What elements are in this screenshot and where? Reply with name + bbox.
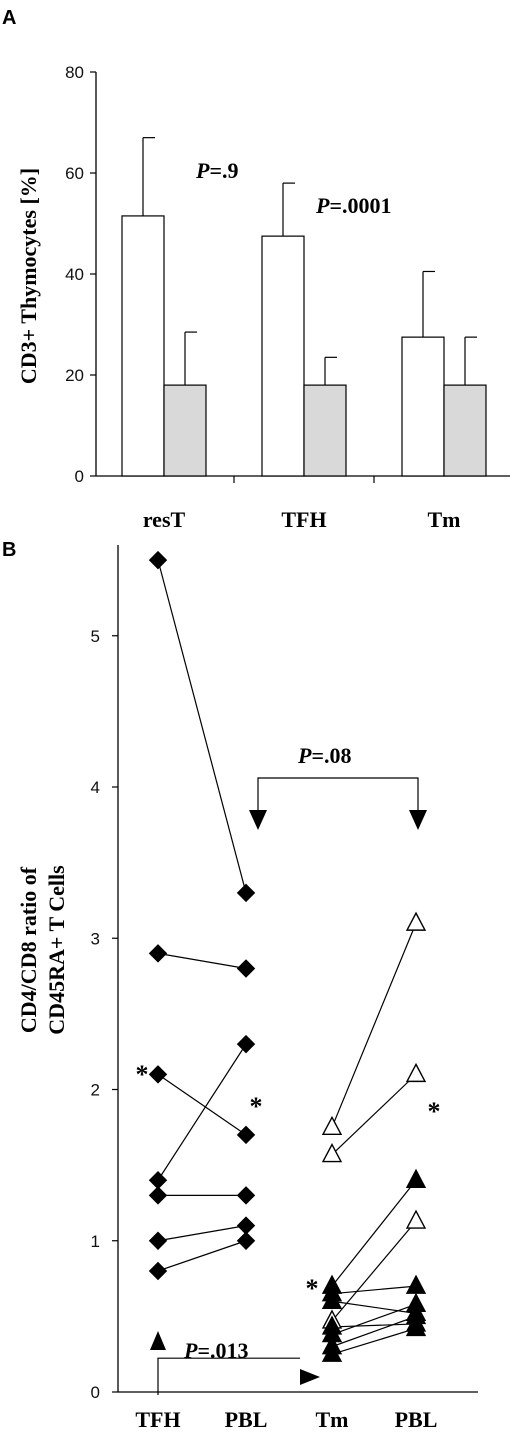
panel-a-x-tick-label: Tm: [428, 507, 461, 532]
filled-triangle-marker: [321, 1342, 343, 1362]
diamond-marker: [236, 1125, 256, 1145]
panel-b-y-tick-label: 5: [91, 627, 100, 646]
diamond-marker: [148, 944, 168, 963]
pair-line: [331, 1300, 417, 1314]
filled-triangle-marker: [321, 1289, 343, 1309]
pair-line: [157, 1073, 247, 1136]
pair-line: [331, 1179, 417, 1287]
panel-b-x-tick-label: Tm: [316, 1407, 349, 1432]
filled-triangle-marker: [405, 1168, 427, 1188]
asterisk: *: [428, 1097, 441, 1126]
panel-b-axes: 0 1 2 3 4 5 TFH PBL Tm PBL: [91, 545, 478, 1432]
panel-a-axes: 0 20 40 60 80 resT TFH Tm: [65, 63, 510, 532]
filled-triangle-marker: [405, 1316, 427, 1337]
panel-a-bar: [163, 384, 207, 477]
open-triangle-marker: [405, 1209, 427, 1229]
panel-b-x-tick-label: TFH: [135, 1407, 180, 1432]
panel-a-y-tick-label: 40: [65, 265, 84, 284]
panel-b-annotations: * * * * P=.08 P=.013: [136, 743, 441, 1395]
panel-b-y-tick-label: 4: [91, 778, 100, 797]
panel-label-a: A: [2, 7, 16, 29]
bracket-line-tfh-tm: [157, 1357, 300, 1395]
diamond-marker: [236, 959, 256, 978]
pair-line: [331, 1327, 417, 1355]
panel-b-y-tick-label: 3: [91, 929, 100, 948]
asterisk: *: [250, 1092, 263, 1121]
panel-b-chart: CD4/CD8 ratio of CD45RA+ T Cells 0 1 2 3 4 5 T…: [16, 545, 478, 1432]
panel-label-b: B: [2, 539, 16, 561]
panel-a-ylabel: CD3+ Thymocytes [%]: [16, 168, 41, 384]
diamond-marker: [148, 1186, 168, 1205]
pair-line: [157, 559, 247, 894]
bracket-line-pbl-pbl: [257, 777, 419, 810]
bracket-arrowhead-right-2: [300, 1369, 320, 1385]
panel-b-points: [148, 550, 427, 1362]
diamond-marker: [236, 1034, 256, 1054]
panel-a-bar: [121, 215, 165, 477]
diamond-marker: [148, 1261, 168, 1281]
open-triangle-marker: [321, 1143, 343, 1163]
pair-line: [331, 1073, 417, 1155]
diamond-marker: [148, 550, 168, 570]
bracket-arrowhead-up: [150, 1331, 166, 1350]
panel-a-y-tick-label: 0: [75, 467, 84, 486]
panel-a-y-tick-label: 60: [65, 164, 84, 183]
panel-a-y-tick-label: 20: [65, 366, 84, 385]
panel-a-bars: [121, 137, 487, 477]
open-triangle-marker: [405, 911, 427, 931]
pair-line: [331, 922, 417, 1128]
panel-a-y-tick-label: 80: [65, 63, 84, 82]
panel-a-x-tick-label: resT: [143, 507, 186, 532]
panel-a-pvalue-rest: P=.9: [195, 158, 239, 183]
panel-a-x-tick-label: TFH: [281, 507, 326, 532]
open-triangle-marker: [321, 1115, 343, 1136]
bracket-arrowhead-left: [249, 810, 267, 830]
diamond-marker: [236, 1231, 256, 1250]
panel-b-pvalue-013: P=.013: [183, 1338, 249, 1363]
pair-line: [331, 1285, 417, 1295]
panel-b-connecting-lines: [157, 559, 417, 1355]
pair-line: [157, 1043, 247, 1181]
panel-b-y-tick-label: 2: [91, 1081, 100, 1100]
pair-line: [157, 952, 247, 970]
pair-line: [331, 1323, 417, 1328]
panel-a-bar: [261, 235, 305, 477]
asterisk: *: [136, 1060, 149, 1089]
asterisk: *: [306, 1274, 319, 1303]
panel-b-y-tick-label: 0: [91, 1383, 100, 1402]
diamond-marker: [236, 1186, 256, 1205]
diamond-marker: [236, 883, 256, 903]
panel-b-x-tick-label: PBL: [225, 1407, 268, 1432]
panel-a-bar: [443, 384, 487, 477]
diamond-marker: [148, 1231, 168, 1250]
panel-b-x-tick-label: PBL: [395, 1407, 438, 1432]
bracket-arrowhead-right: [409, 810, 427, 830]
panel-a-bar: [303, 384, 347, 477]
open-triangle-marker: [405, 1062, 427, 1083]
pair-line: [331, 1303, 417, 1336]
pair-line: [157, 1225, 247, 1242]
panel-a-annotations: P=.9 P=.0001: [195, 158, 392, 218]
pair-line: [157, 1240, 247, 1272]
diamond-marker: [148, 1065, 168, 1084]
panel-b-ylabel-line-2: CD45RA+ T Cells: [44, 865, 69, 1035]
filled-triangle-marker: [405, 1274, 427, 1294]
panel-a-bar: [401, 336, 445, 477]
panel-b-y-tick-label: 1: [91, 1232, 100, 1251]
panel-a-pvalue-tfh: P=.0001: [315, 193, 392, 218]
pair-line: [331, 1220, 417, 1322]
panel-b-ylabel-line-1: CD4/CD8 ratio of: [16, 866, 41, 1033]
panel-b-pvalue-08: P=.08: [297, 743, 352, 768]
panel-a-chart: CD3+ Thymocytes [%] 0 20 40 60 80 resT TFH Tm P…: [16, 63, 510, 532]
pair-line: [331, 1315, 417, 1348]
